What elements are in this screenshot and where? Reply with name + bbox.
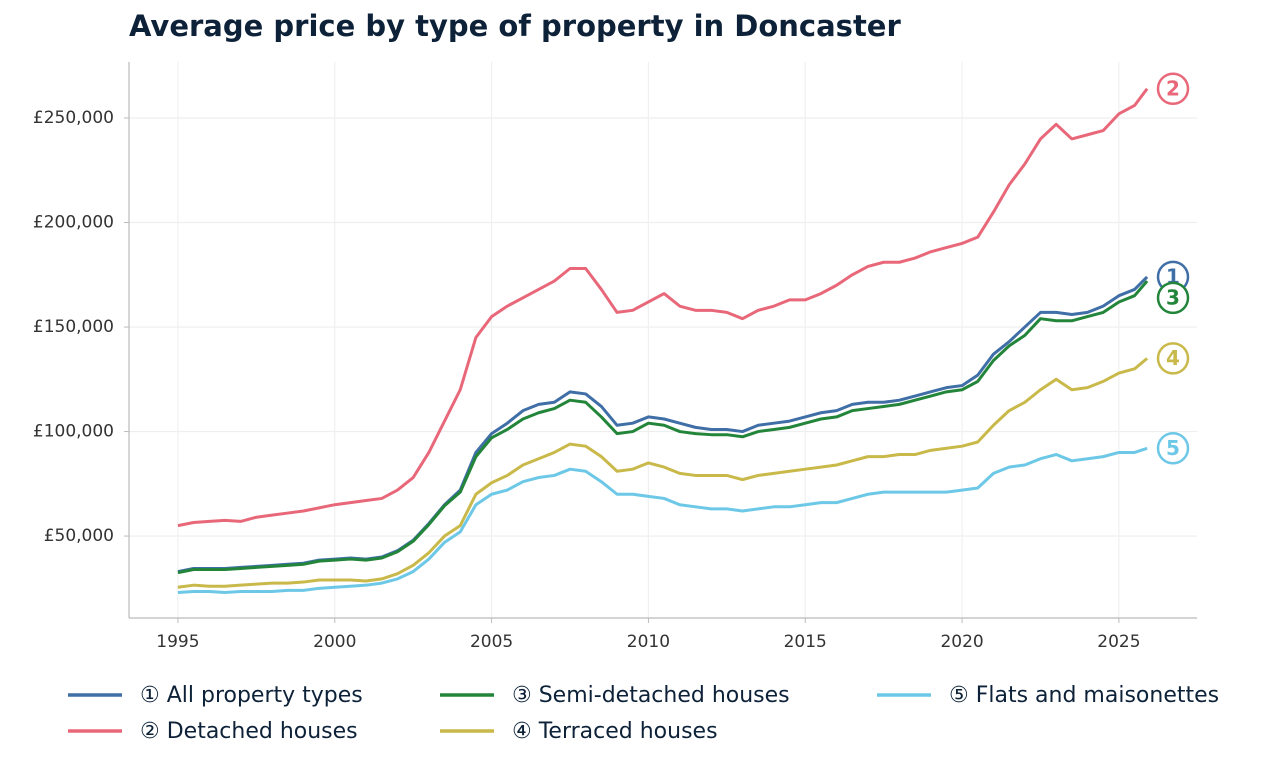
legend-label: ① All property types (140, 683, 363, 708)
end-marker-label: 4 (1166, 346, 1180, 370)
x-tick-label: 1995 (156, 632, 199, 652)
series-line (177, 280, 1149, 575)
legend-label: ④ Terraced houses (512, 719, 718, 744)
end-marker-label: 3 (1166, 285, 1180, 309)
legend: ① All property types ② Detached houses ③ S… (68, 683, 1219, 744)
x-tick-label: 2015 (784, 632, 827, 652)
x-tick-label: 2000 (313, 632, 356, 652)
x-tick-label: 2025 (1097, 632, 1140, 652)
y-tick-label: £250,000 (33, 108, 114, 128)
y-tick-label: £100,000 (33, 422, 114, 442)
grid: £50,000 £100,000 £150,000 £200,000 £250,000 1… (33, 62, 1197, 652)
y-tick-label: £50,000 (44, 526, 114, 546)
series-line (177, 446, 1148, 594)
x-tick-label: 2005 (470, 632, 513, 652)
end-marker (1156, 281, 1190, 315)
end-marker (1156, 432, 1190, 465)
legend-label: ② Detached houses (140, 719, 358, 744)
end-marker (1156, 72, 1190, 106)
end-marker-label: 5 (1166, 436, 1180, 460)
end-marker-label: 2 (1166, 76, 1180, 100)
x-tick-label: 2010 (627, 632, 670, 652)
series-line (177, 357, 1149, 589)
legend-label: ⑤ Flats and maisonettes (949, 683, 1219, 708)
y-tick-label: £150,000 (33, 317, 114, 337)
y-tick-label: £200,000 (33, 213, 114, 233)
series-line (177, 87, 1149, 528)
legend-label: ③ Semi-detached houses (512, 683, 790, 708)
end-marker (1156, 342, 1190, 375)
chart-title: Average price by type of property in Don… (129, 9, 901, 43)
x-tick-label: 2020 (940, 632, 983, 652)
